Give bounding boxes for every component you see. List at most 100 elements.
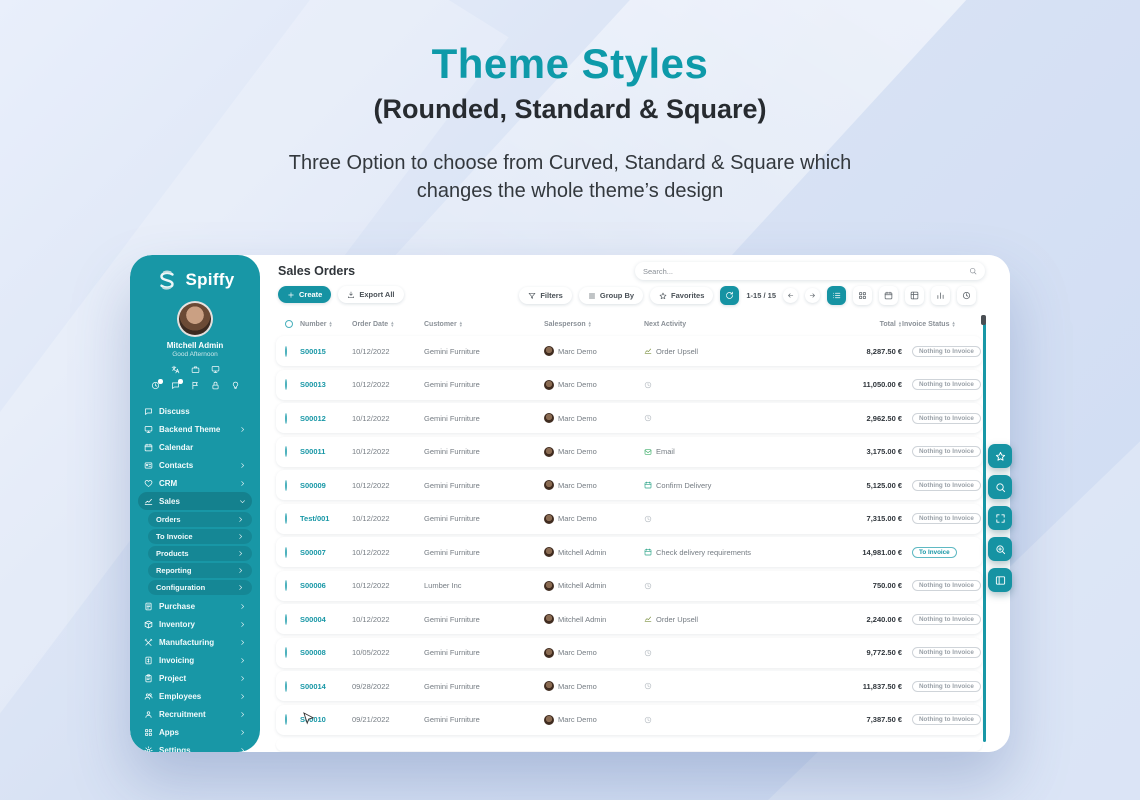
graph-view-button[interactable] (931, 286, 950, 305)
create-button[interactable]: Create (278, 286, 332, 303)
order-number-link[interactable]: S00014 (300, 681, 326, 691)
order-number-link[interactable]: S00010 (300, 715, 326, 724)
screen-quick-button[interactable] (211, 365, 220, 374)
search-input[interactable] (643, 266, 969, 276)
calendar-view-button[interactable] (879, 286, 898, 305)
sidebar-item-invoicing[interactable]: Invoicing (138, 651, 252, 669)
table-scrollbar-thumb[interactable] (981, 315, 986, 325)
row-checkbox[interactable] (285, 680, 287, 692)
table-row[interactable]: S00004 10/12/2022 Gemini Furniture Mitchell… (276, 604, 982, 634)
sidebar-item-products[interactable]: Products (148, 546, 252, 561)
activity-view-button[interactable] (957, 286, 976, 305)
sidebar-item-crm[interactable]: CRM (138, 474, 252, 492)
column-header-next-activity[interactable]: Next Activity (644, 320, 687, 328)
clock-quick-button[interactable] (151, 379, 163, 390)
order-number-link[interactable]: S00012 (300, 413, 326, 423)
export-all-button[interactable]: Export All (338, 286, 404, 303)
brand[interactable]: Spiffy (130, 267, 260, 293)
sidebar-item-discuss[interactable]: Discuss (138, 402, 252, 420)
order-number-link[interactable]: S00011 (300, 447, 326, 456)
table-row[interactable]: S00014 09/28/2022 Gemini Furniture Marc Dem… (276, 671, 982, 701)
sidebar-item-contacts[interactable]: Contacts (138, 456, 252, 474)
zoom-tool-button[interactable] (988, 537, 1012, 561)
select-all-checkbox[interactable] (285, 320, 293, 328)
flag-quick-button[interactable] (191, 381, 200, 390)
sidebar-item-calendar[interactable]: Calendar (138, 438, 252, 456)
order-number-link[interactable]: S00008 (300, 648, 326, 657)
order-number-link[interactable]: S00007 (300, 547, 326, 557)
table-row[interactable]: S00013 10/12/2022 Gemini Furniture Marc Dem… (276, 369, 982, 400)
order-number-link[interactable]: S00006 (300, 581, 326, 590)
chat-quick-button[interactable] (171, 379, 183, 390)
sidebar-item-project[interactable]: Project (138, 669, 252, 687)
row-checkbox[interactable] (285, 345, 287, 357)
briefcase-quick-button[interactable] (191, 365, 200, 374)
sidebar-item-sales[interactable]: Sales (138, 492, 252, 510)
row-checkbox[interactable] (285, 580, 287, 591)
next-activity-label[interactable]: Email (656, 447, 675, 456)
column-header-total[interactable]: Total ▲ ▼ (879, 319, 902, 328)
kanban-view-button[interactable] (853, 286, 872, 305)
row-checkbox[interactable] (285, 714, 287, 725)
table-row[interactable]: S00008 10/05/2022 Gemini Furniture Marc Dem… (276, 637, 982, 668)
user-avatar[interactable] (177, 301, 213, 337)
sidebar-item-reporting[interactable]: Reporting (148, 563, 252, 578)
favorites-button[interactable]: Favorites (650, 287, 714, 304)
next-activity-label[interactable]: Confirm Delivery (656, 480, 712, 490)
table-scrollbar-track[interactable] (983, 318, 986, 742)
row-checkbox[interactable] (285, 479, 287, 491)
filters-button[interactable]: Filters (519, 287, 572, 304)
next-activity-label[interactable]: Order Upsell (656, 346, 699, 356)
row-checkbox[interactable] (285, 379, 287, 390)
table-row[interactable]: S00007 10/12/2022 Gemini Furniture Mitchell… (276, 537, 982, 567)
column-header-order-date[interactable]: Order Date ▲ ▼ (352, 319, 395, 328)
sidebar-item-apps[interactable]: Apps (138, 723, 252, 741)
table-row[interactable]: S00012 10/12/2022 Gemini Furniture Marc Dem… (276, 403, 982, 433)
panel-tool-button[interactable] (988, 568, 1012, 592)
next-activity-label[interactable]: Order Upsell (656, 614, 699, 624)
next-page-button[interactable] (805, 288, 820, 303)
order-number-link[interactable]: S00015 (300, 346, 326, 356)
column-header-customer[interactable]: Customer ▲ ▼ (424, 319, 463, 328)
table-row[interactable]: S00009 10/12/2022 Gemini Furniture Marc Dem… (276, 470, 982, 500)
search-tool-button[interactable] (988, 475, 1012, 499)
order-number-link[interactable]: S00013 (300, 380, 326, 389)
table-row[interactable]: S00011 10/12/2022 Gemini Furniture Marc Dem… (276, 436, 982, 467)
group-by-button[interactable]: Group By (578, 287, 644, 304)
row-checkbox[interactable] (285, 412, 287, 424)
column-header-salesperson[interactable]: Salesperson ▲ ▼ (544, 319, 592, 328)
sidebar-item-backend-theme[interactable]: Backend Theme (138, 420, 252, 438)
table-row[interactable]: S00006 10/12/2022 Lumber Inc Mitchell Admin… (276, 570, 982, 601)
lock-quick-button[interactable] (211, 381, 220, 390)
sidebar-item-configuration[interactable]: Configuration (148, 580, 252, 595)
sidebar-item-to-invoice[interactable]: To Invoice (148, 529, 252, 544)
table-row[interactable]: S00010 09/21/2022 Gemini Furniture Marc Dem… (276, 704, 982, 735)
row-checkbox[interactable] (285, 613, 287, 625)
sidebar-item-manufacturing[interactable]: Manufacturing (138, 633, 252, 651)
order-number-link[interactable]: S00004 (300, 614, 326, 624)
sidebar-item-orders[interactable]: Orders (148, 512, 252, 527)
sidebar-item-employees[interactable]: Employees (138, 687, 252, 705)
search-bar[interactable] (635, 262, 985, 280)
next-activity-label[interactable]: Check delivery requirements (656, 547, 752, 557)
sidebar-item-recruitment[interactable]: Recruitment (138, 705, 252, 723)
row-checkbox[interactable] (285, 647, 287, 658)
row-checkbox[interactable] (285, 546, 287, 558)
translate-quick-button[interactable] (171, 365, 180, 374)
order-number-link[interactable]: S00009 (300, 480, 326, 490)
table-row[interactable]: S00015 10/12/2022 Gemini Furniture Marc Dem… (276, 336, 982, 366)
favorite-tool-button[interactable] (988, 444, 1012, 468)
sidebar-item-settings[interactable]: Settings (138, 741, 252, 752)
order-number-link[interactable]: Test/001 (300, 514, 330, 523)
prev-page-button[interactable] (783, 288, 798, 303)
column-header-invoice-status[interactable]: Invoice Status ▲ ▼ (902, 319, 956, 328)
sidebar-item-inventory[interactable]: Inventory (138, 615, 252, 633)
refresh-button[interactable] (720, 286, 740, 305)
table-row[interactable]: Test/001 10/12/2022 Gemini Furniture Marc D… (276, 503, 982, 534)
pivot-view-button[interactable] (905, 286, 924, 305)
column-header-number[interactable]: Number ▲ ▼ (300, 319, 333, 328)
list-view-button[interactable] (827, 286, 846, 305)
fullscreen-tool-button[interactable] (988, 506, 1012, 530)
row-checkbox[interactable] (285, 513, 287, 524)
row-checkbox[interactable] (285, 446, 287, 457)
